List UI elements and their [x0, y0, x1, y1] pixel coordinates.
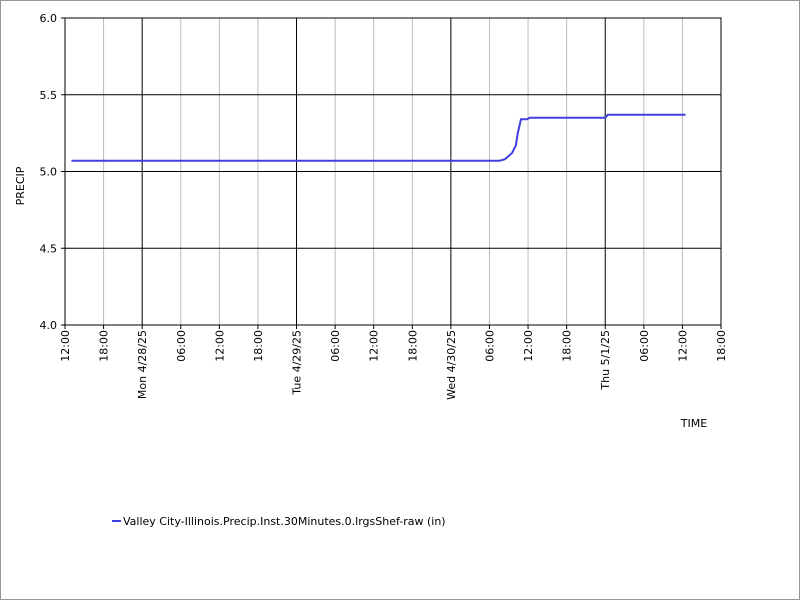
x-tick-label: 06:00 — [329, 330, 342, 362]
x-tick-label: 06:00 — [483, 330, 496, 362]
y-axis-title: PRECIP — [14, 166, 27, 205]
x-axis-title: TIME — [680, 417, 707, 430]
plot-border — [64, 17, 722, 326]
y-tick-label: 5.5 — [40, 89, 58, 102]
x-tick-label: 06:00 — [175, 330, 188, 362]
data-line — [71, 113, 686, 162]
x-tick-label: Thu 5/1/25 — [599, 330, 612, 391]
y-tick-label: 5.0 — [40, 166, 58, 179]
x-tick-label: 12:00 — [522, 330, 535, 362]
x-tick-label: 18:00 — [561, 330, 574, 362]
x-tick-label: 18:00 — [715, 330, 728, 362]
x-tick-label: Mon 4/28/25 — [136, 330, 149, 399]
y-tick-label: 4.5 — [40, 242, 58, 255]
x-tick-label: 18:00 — [406, 330, 419, 362]
legend-label: Valley City-Illinois.Precip.Inst.30Minut… — [123, 515, 446, 528]
x-tick-label: 18:00 — [252, 330, 265, 362]
y-tick-label: 6.0 — [40, 12, 58, 25]
y-tick-label: 4.0 — [40, 319, 58, 332]
x-tick-label: Wed 4/30/25 — [445, 330, 458, 400]
x-tick-label: 12:00 — [213, 330, 226, 362]
x-tick-label: 06:00 — [638, 330, 651, 362]
x-tick-label: 18:00 — [98, 330, 111, 362]
x-tick-label: 12:00 — [59, 330, 72, 362]
x-tick-label: 12:00 — [368, 330, 381, 362]
x-tick-label: Tue 4/29/25 — [291, 330, 304, 396]
x-tick-label: 12:00 — [676, 330, 689, 362]
